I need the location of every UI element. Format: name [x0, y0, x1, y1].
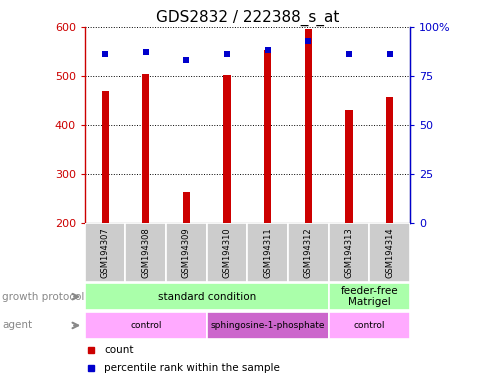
Bar — [166, 223, 206, 282]
Title: GDS2832 / 222388_s_at: GDS2832 / 222388_s_at — [155, 9, 338, 25]
Text: count: count — [104, 345, 134, 356]
Text: agent: agent — [2, 320, 32, 331]
Bar — [206, 223, 247, 282]
Bar — [328, 223, 368, 282]
Text: GSM194313: GSM194313 — [344, 227, 353, 278]
Text: growth protocol: growth protocol — [2, 291, 85, 302]
Bar — [223, 75, 230, 223]
Text: GSM194311: GSM194311 — [263, 227, 272, 278]
Bar — [385, 98, 393, 223]
Bar — [85, 312, 206, 339]
Bar — [345, 110, 352, 223]
Text: control: control — [353, 321, 384, 330]
Text: standard condition: standard condition — [157, 291, 256, 302]
Text: percentile rank within the sample: percentile rank within the sample — [104, 362, 280, 373]
Text: GSM194308: GSM194308 — [141, 227, 150, 278]
Bar — [206, 312, 328, 339]
Text: GSM194310: GSM194310 — [222, 227, 231, 278]
Bar — [328, 283, 409, 310]
Bar — [85, 223, 125, 282]
Bar — [101, 91, 108, 223]
Text: feeder-free
Matrigel: feeder-free Matrigel — [340, 286, 397, 308]
Bar — [247, 223, 287, 282]
Bar — [85, 283, 328, 310]
Text: sphingosine-1-phosphate: sphingosine-1-phosphate — [210, 321, 324, 330]
Bar — [368, 223, 409, 282]
Bar — [304, 29, 311, 223]
Bar — [263, 50, 271, 223]
Bar — [142, 74, 149, 223]
Text: control: control — [130, 321, 161, 330]
Text: GSM194314: GSM194314 — [384, 227, 393, 278]
Bar — [287, 223, 328, 282]
Text: GSM194309: GSM194309 — [182, 227, 191, 278]
Bar — [125, 223, 166, 282]
Text: GSM194312: GSM194312 — [303, 227, 312, 278]
Bar — [182, 192, 190, 223]
Text: GSM194307: GSM194307 — [101, 227, 109, 278]
Bar — [328, 312, 409, 339]
